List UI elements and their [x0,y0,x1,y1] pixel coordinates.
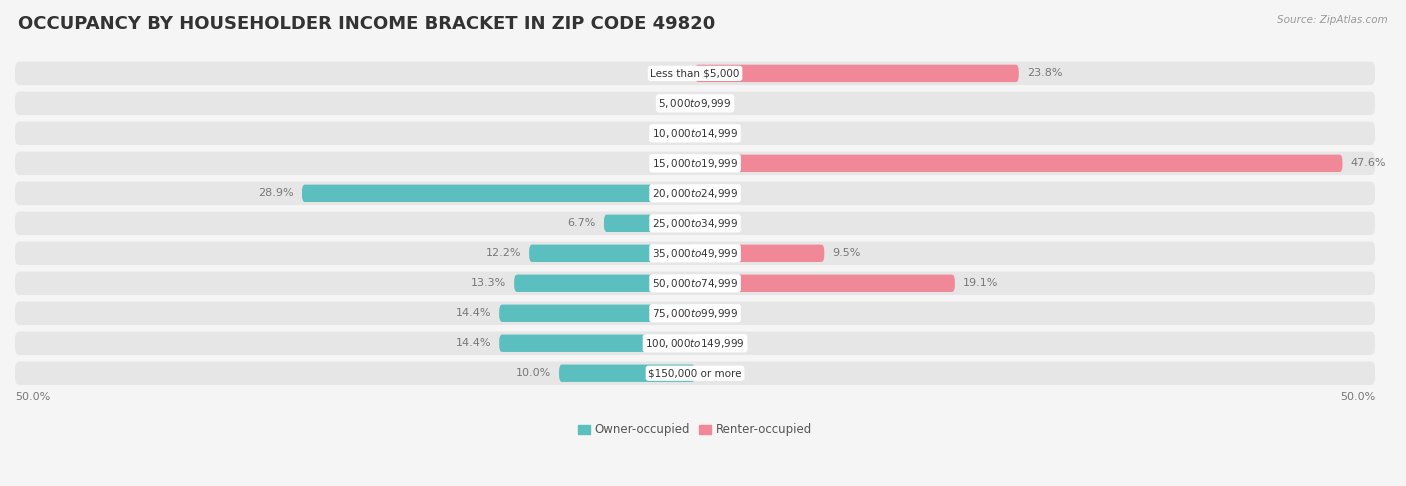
Text: 0.0%: 0.0% [659,69,689,78]
Text: Source: ZipAtlas.com: Source: ZipAtlas.com [1277,15,1388,25]
FancyBboxPatch shape [15,362,1375,385]
FancyBboxPatch shape [15,92,1375,115]
Text: $15,000 to $19,999: $15,000 to $19,999 [652,157,738,170]
Text: 14.4%: 14.4% [456,308,491,318]
Text: 0.0%: 0.0% [702,128,730,139]
FancyBboxPatch shape [695,155,1343,172]
Text: $5,000 to $9,999: $5,000 to $9,999 [658,97,731,110]
Text: 9.5%: 9.5% [832,248,860,258]
Text: $25,000 to $34,999: $25,000 to $34,999 [652,217,738,230]
Text: 50.0%: 50.0% [1340,392,1375,402]
Text: 0.0%: 0.0% [659,158,689,168]
Text: $20,000 to $24,999: $20,000 to $24,999 [652,187,738,200]
Text: 12.2%: 12.2% [485,248,522,258]
Text: 0.0%: 0.0% [702,368,730,378]
FancyBboxPatch shape [695,275,955,292]
Text: 0.0%: 0.0% [659,128,689,139]
Text: 13.3%: 13.3% [471,278,506,288]
Text: $35,000 to $49,999: $35,000 to $49,999 [652,247,738,260]
FancyBboxPatch shape [15,272,1375,295]
Text: 0.0%: 0.0% [702,308,730,318]
FancyBboxPatch shape [15,211,1375,235]
FancyBboxPatch shape [499,334,695,352]
Text: 0.0%: 0.0% [702,188,730,198]
FancyBboxPatch shape [529,244,695,262]
Text: 28.9%: 28.9% [259,188,294,198]
Text: 23.8%: 23.8% [1026,69,1063,78]
FancyBboxPatch shape [15,182,1375,205]
Text: 0.0%: 0.0% [702,98,730,108]
FancyBboxPatch shape [15,122,1375,145]
FancyBboxPatch shape [15,242,1375,265]
Text: 50.0%: 50.0% [15,392,51,402]
Text: 47.6%: 47.6% [1351,158,1386,168]
Text: 0.0%: 0.0% [702,338,730,348]
Text: 14.4%: 14.4% [456,338,491,348]
Text: $100,000 to $149,999: $100,000 to $149,999 [645,337,745,350]
Text: 6.7%: 6.7% [568,218,596,228]
Text: 0.0%: 0.0% [702,218,730,228]
FancyBboxPatch shape [605,215,695,232]
Text: $10,000 to $14,999: $10,000 to $14,999 [652,127,738,140]
FancyBboxPatch shape [515,275,695,292]
Text: OCCUPANCY BY HOUSEHOLDER INCOME BRACKET IN ZIP CODE 49820: OCCUPANCY BY HOUSEHOLDER INCOME BRACKET … [18,15,716,33]
FancyBboxPatch shape [499,305,695,322]
Text: $50,000 to $74,999: $50,000 to $74,999 [652,277,738,290]
FancyBboxPatch shape [560,364,695,382]
FancyBboxPatch shape [695,244,824,262]
Legend: Owner-occupied, Renter-occupied: Owner-occupied, Renter-occupied [574,418,817,441]
FancyBboxPatch shape [695,65,1019,82]
Text: 0.0%: 0.0% [659,98,689,108]
Text: Less than $5,000: Less than $5,000 [651,69,740,78]
Text: 10.0%: 10.0% [516,368,551,378]
FancyBboxPatch shape [15,62,1375,85]
FancyBboxPatch shape [15,302,1375,325]
Text: $75,000 to $99,999: $75,000 to $99,999 [652,307,738,320]
Text: 19.1%: 19.1% [963,278,998,288]
FancyBboxPatch shape [15,331,1375,355]
FancyBboxPatch shape [15,152,1375,175]
Text: $150,000 or more: $150,000 or more [648,368,742,378]
FancyBboxPatch shape [302,185,695,202]
